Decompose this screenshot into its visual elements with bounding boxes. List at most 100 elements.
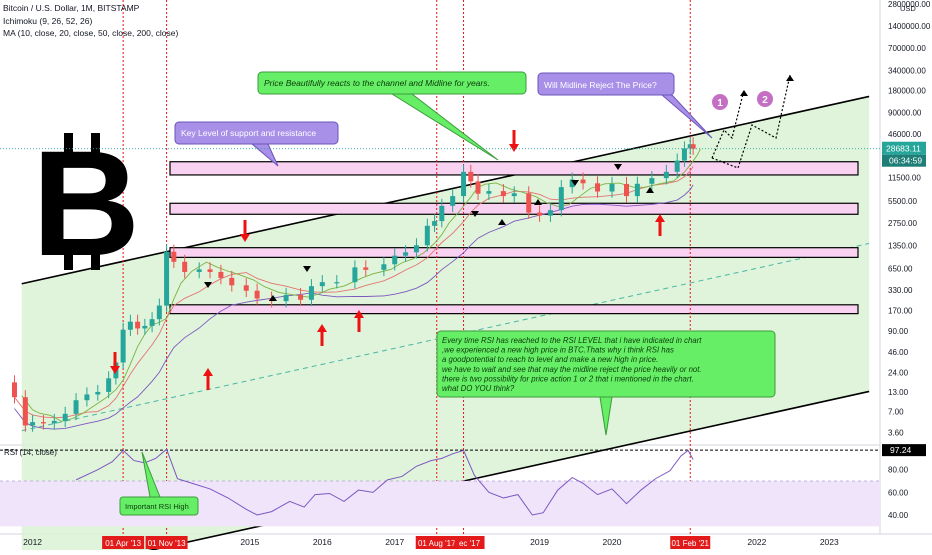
date-marker-label: 01 Apr '13 (105, 539, 141, 548)
candle-body (687, 144, 693, 149)
price-tick-label: 11500.00 (888, 174, 921, 183)
ma-line-long (14, 184, 694, 430)
candle-body (674, 160, 680, 172)
date-marker-label: 01 Nov '13 (148, 539, 187, 548)
bitcoin-logo-bar-bottom-left (64, 250, 73, 270)
symbol-title[interactable]: Bitcoin / U.S. Dollar, 1M, BITSTAMP (3, 3, 140, 13)
small-marker (614, 164, 622, 170)
candle-body (580, 179, 586, 184)
time-tick-label: 2022 (747, 537, 766, 547)
price-tick-label: 1400000.00 (888, 22, 931, 31)
time-tick-label: 2023 (820, 537, 839, 547)
candle-body (218, 271, 224, 278)
candle-body (73, 400, 79, 414)
time-tick-label: 2016 (313, 537, 332, 547)
candle-body (142, 325, 148, 329)
ma-label[interactable]: MA (10, close, 20, close, 50, close, 200… (3, 28, 179, 38)
small-marker (303, 266, 311, 272)
candles-group (11, 137, 696, 432)
callout-channel-text: Price Beautifully reacts to the channel … (264, 78, 490, 88)
rsi-tick-label: 60.00 (888, 488, 909, 497)
callout-rsi-text-line: Every time RSI has reached to the RSI LE… (442, 336, 702, 345)
arrow-down-marker (240, 220, 250, 242)
key-level-zone (169, 247, 859, 258)
small-marker (646, 187, 654, 193)
candle-body (182, 261, 188, 272)
price-tick-label: 7.00 (888, 407, 904, 416)
price-tick-label: 650.00 (888, 264, 913, 273)
date-marker-badge (415, 536, 458, 549)
small-marker (204, 282, 212, 288)
small-marker (571, 180, 579, 186)
candle-body (308, 286, 314, 300)
callout-rsi-high-pointer (141, 451, 161, 498)
candle-body (62, 413, 68, 421)
callout-channel-pointer (390, 93, 499, 161)
price-tick-label: 5500.00 (888, 197, 917, 206)
candle-body (432, 221, 438, 226)
candle-body (558, 187, 564, 211)
candle-body (149, 319, 155, 326)
bitcoin-logo-bar-top-left (64, 133, 73, 153)
candle-body (468, 171, 474, 182)
time-tick-label: 2012 (23, 537, 42, 547)
candle-body (547, 210, 553, 216)
candle-body (663, 171, 669, 179)
candle-body (84, 394, 90, 401)
candle-body (30, 422, 36, 426)
candle-body (424, 225, 430, 246)
candle-body (537, 212, 543, 216)
candle-body (40, 422, 46, 424)
price-tick-label: 2750.00 (888, 219, 917, 228)
small-marker (471, 211, 479, 217)
last-price-text: 28683.11 (886, 144, 921, 154)
candle-body (392, 255, 398, 265)
candle-body (243, 285, 249, 291)
candle-body (164, 251, 170, 306)
candle-body (11, 382, 17, 398)
rsi-tick-label: 40.00 (888, 511, 909, 520)
candle-body (352, 267, 358, 283)
callout-rsi-pointer (599, 396, 613, 436)
rsi-tick-label: 80.00 (888, 466, 909, 475)
price-tick-label: 13.00 (888, 388, 909, 397)
candle-body (681, 148, 687, 161)
candle-body (106, 378, 112, 392)
candle-body (649, 178, 655, 184)
candle-body (439, 205, 445, 222)
price-tick-label: 700000.00 (888, 44, 926, 53)
candle-body (135, 321, 141, 329)
rsi-value-text: 97.24 (890, 445, 912, 455)
scenario-2-arrowhead (786, 75, 794, 81)
candle-body (381, 264, 387, 270)
candle-body (609, 183, 615, 192)
scenario-1-label: 1 (717, 98, 723, 109)
candle-body (363, 267, 369, 270)
callout-midline-pointer (660, 94, 713, 139)
channel-upper-line (21, 95, 870, 285)
price-tick-label: 330.00 (888, 286, 913, 295)
candle-body (120, 329, 126, 363)
countdown-badge (882, 154, 926, 167)
candle-body (413, 245, 419, 253)
candle-body (171, 251, 177, 262)
scenario-1-arrowhead (740, 90, 748, 96)
callout-rsi-high-text: Important RSI High (125, 502, 189, 511)
callout-key-level-pointer (250, 143, 279, 167)
date-marker-label: 01 Aug '17 (418, 539, 456, 548)
small-marker (498, 219, 506, 225)
price-tick-label: 3.60 (888, 428, 904, 437)
callout-rsi-text-line: ,we experienced a new high price in BTC.… (442, 346, 674, 355)
key-level-zone (169, 304, 859, 315)
price-tick-label: 340000.00 (888, 67, 926, 76)
rsi-value-badge (882, 444, 926, 457)
bitcoin-logo-bar-top-right (91, 133, 100, 153)
ichimoku-label[interactable]: Ichimoku (9, 26, 52, 26) (3, 15, 93, 26)
arrow-down-marker (110, 352, 120, 374)
last-price-badge (882, 141, 926, 155)
price-tick-label: 46000.00 (888, 130, 922, 139)
callout-rsi-text-line: a goodpotential to reach to level and ma… (442, 355, 658, 364)
date-marker-badge (454, 536, 485, 549)
arrow-up-marker (203, 368, 213, 390)
